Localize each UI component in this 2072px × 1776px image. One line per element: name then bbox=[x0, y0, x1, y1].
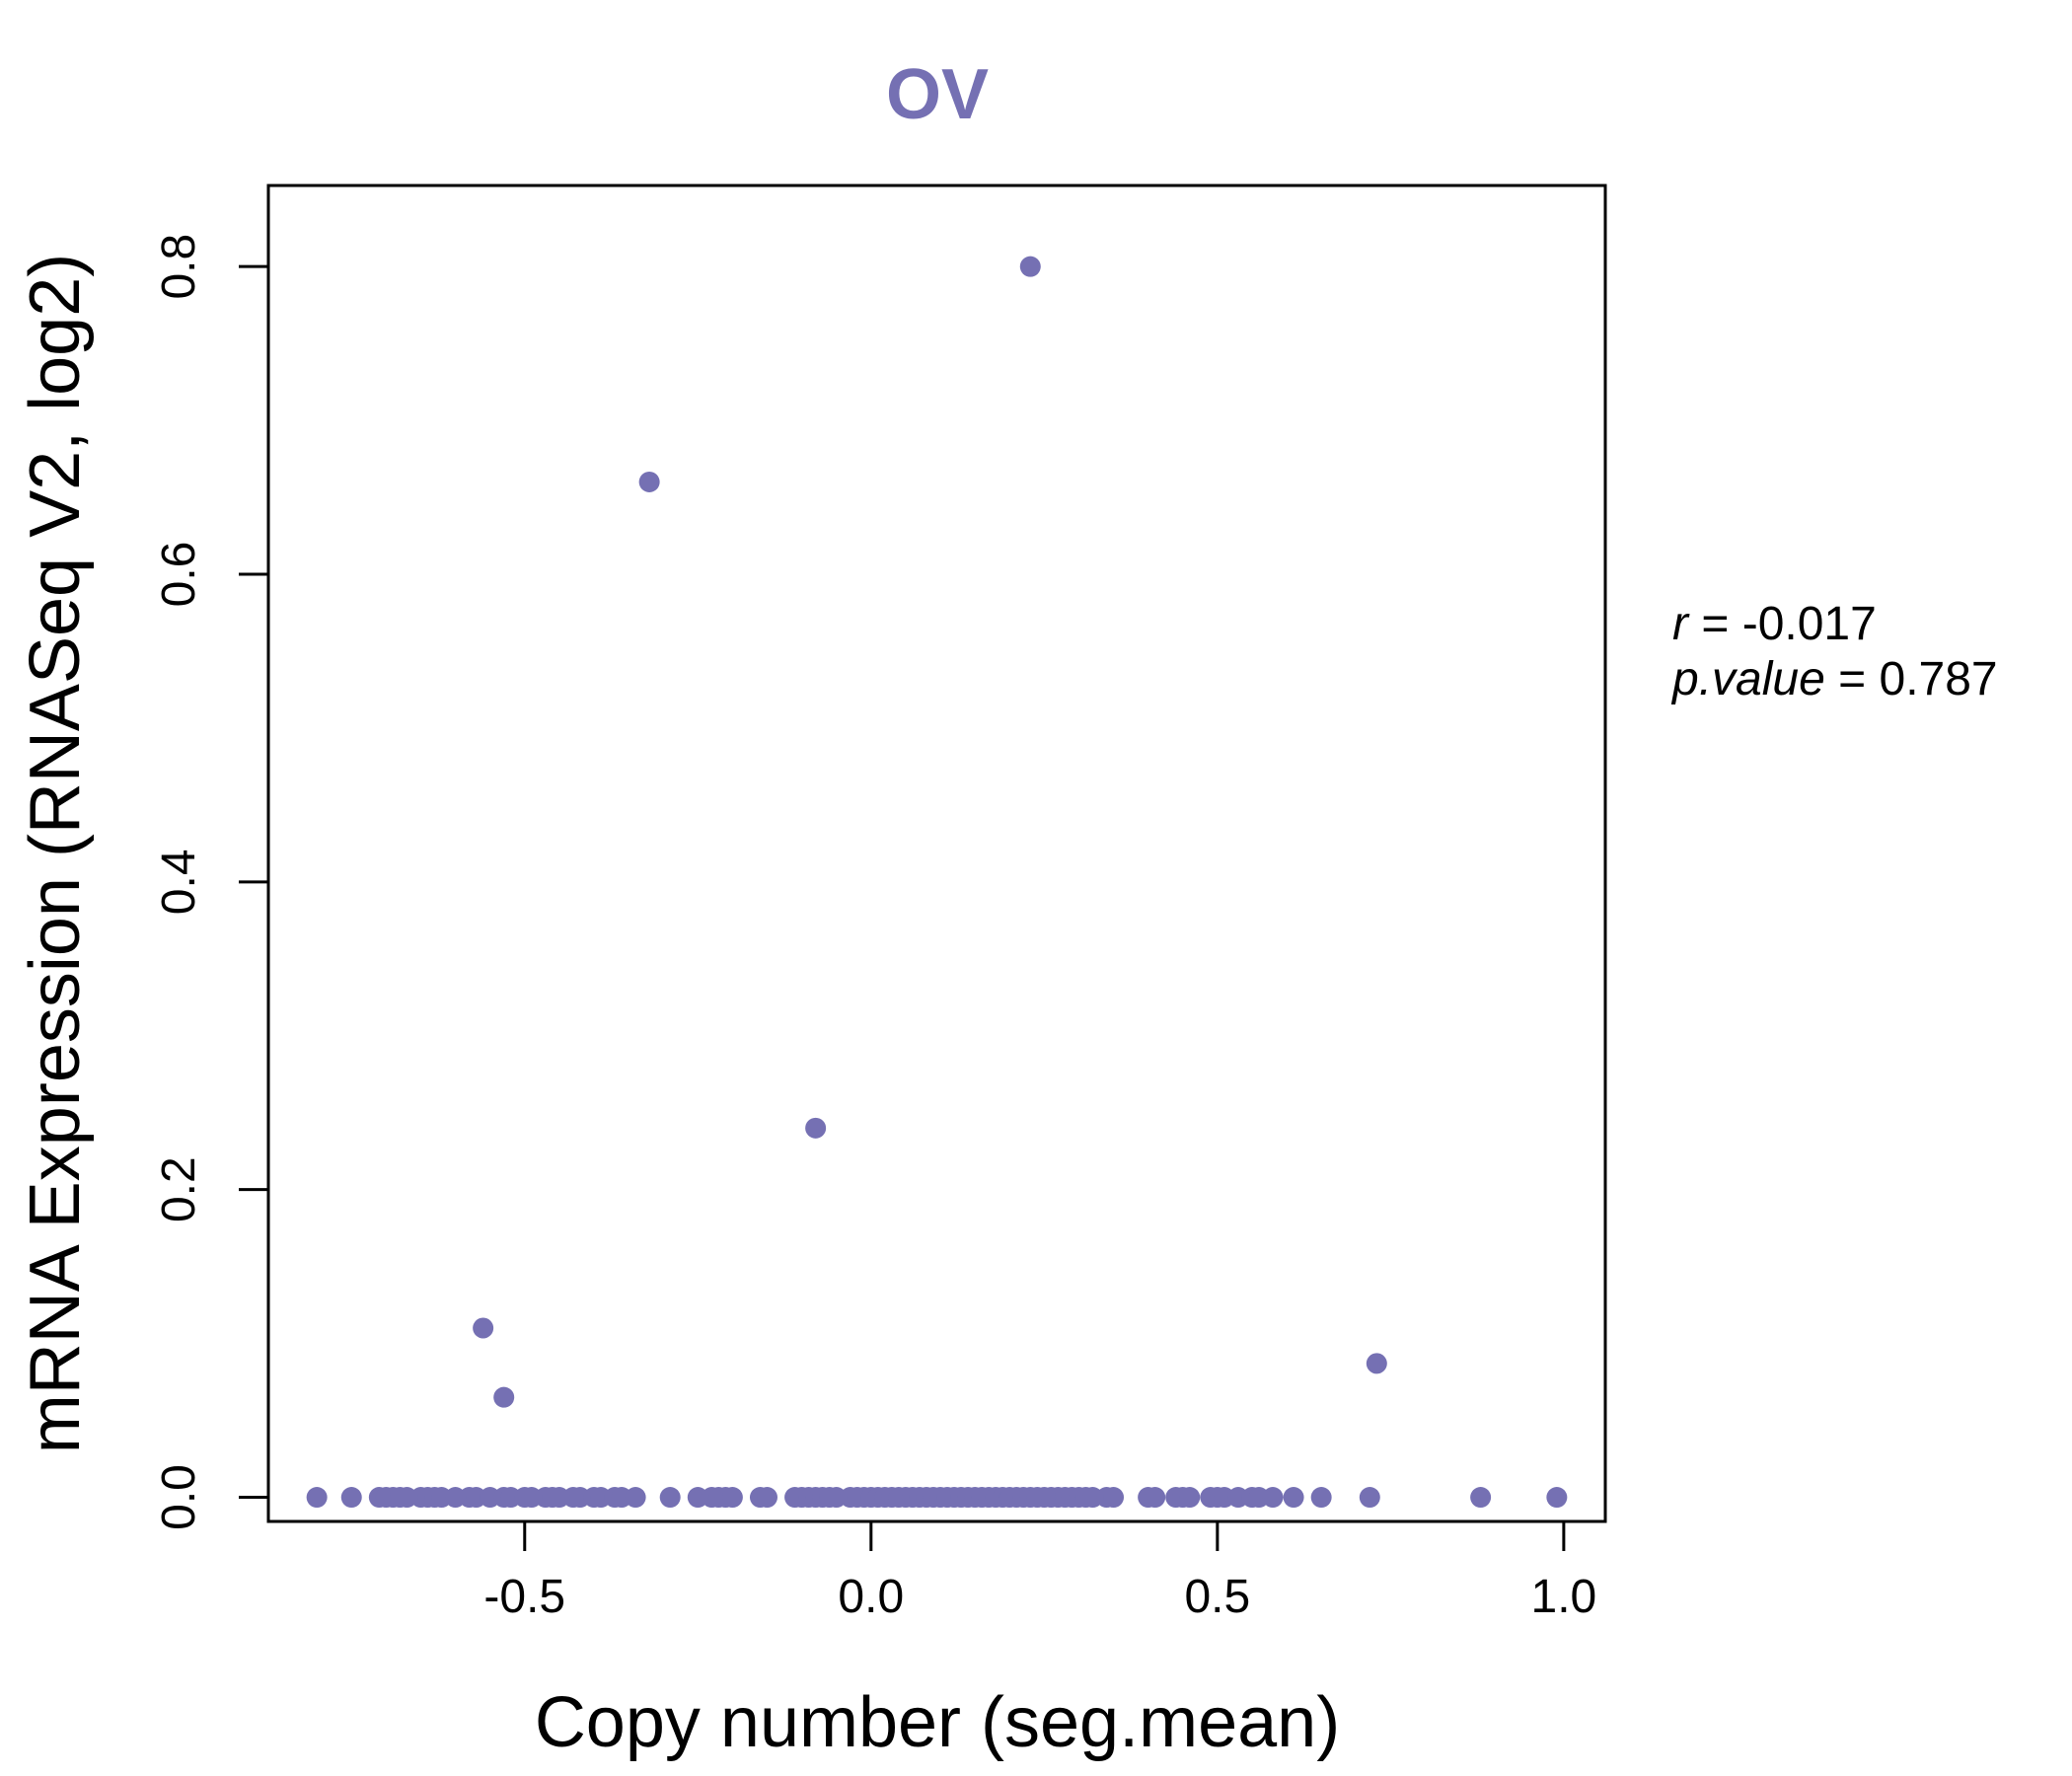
data-point bbox=[756, 1487, 777, 1509]
data-point bbox=[1366, 1353, 1387, 1374]
data-point bbox=[473, 1317, 494, 1339]
r-value: -0.017 bbox=[1742, 598, 1877, 650]
data-points bbox=[306, 256, 1568, 1509]
data-point bbox=[340, 1487, 362, 1509]
x-axis: -0.5 0.0 0.5 1.0 bbox=[483, 1521, 1596, 1623]
data-point bbox=[1310, 1487, 1332, 1509]
r-stat: r = -0.017 bbox=[1672, 598, 1877, 650]
correlation-stats: r = -0.017 p.value = 0.787 bbox=[1670, 598, 1998, 705]
data-point bbox=[659, 1487, 681, 1509]
x-tick-label: 1.0 bbox=[1531, 1571, 1597, 1623]
data-point bbox=[625, 1487, 646, 1509]
y-tick-label: 0.6 bbox=[153, 542, 205, 608]
data-point bbox=[805, 1117, 827, 1139]
data-point bbox=[1019, 256, 1041, 277]
x-tick-label: -0.5 bbox=[483, 1571, 565, 1623]
data-point bbox=[1145, 1487, 1166, 1509]
y-tick-label: 0.4 bbox=[153, 849, 205, 915]
data-point bbox=[1262, 1487, 1284, 1509]
plot-frame bbox=[266, 184, 1607, 1523]
p-value: 0.787 bbox=[1880, 653, 1998, 705]
x-axis-title: Copy number (seg.mean) bbox=[535, 1683, 1340, 1762]
y-tick-label: 0.8 bbox=[153, 234, 205, 300]
x-tick-label: 0.0 bbox=[838, 1571, 904, 1623]
data-point bbox=[1179, 1487, 1201, 1509]
y-axis: 0.0 0.2 0.4 0.6 0.8 bbox=[153, 234, 268, 1530]
data-point bbox=[1103, 1487, 1125, 1509]
data-point bbox=[1470, 1487, 1492, 1509]
data-point bbox=[1283, 1487, 1304, 1509]
p-stat: p.value = 0.787 bbox=[1670, 653, 1998, 705]
data-point bbox=[306, 1487, 328, 1509]
data-point bbox=[493, 1386, 515, 1408]
x-tick-label: 0.5 bbox=[1184, 1571, 1250, 1623]
y-tick-label: 0.0 bbox=[153, 1464, 205, 1530]
y-axis-title: mRNA Expression (RNASeq V2, log2) bbox=[16, 254, 95, 1453]
p-label: p.value bbox=[1670, 653, 1825, 705]
data-point bbox=[1546, 1487, 1568, 1509]
chart-title: OV bbox=[886, 55, 989, 134]
data-point bbox=[638, 471, 660, 492]
data-point bbox=[721, 1487, 743, 1509]
data-point bbox=[1359, 1487, 1380, 1509]
r-label: r bbox=[1672, 598, 1690, 650]
y-tick-label: 0.2 bbox=[153, 1156, 205, 1222]
